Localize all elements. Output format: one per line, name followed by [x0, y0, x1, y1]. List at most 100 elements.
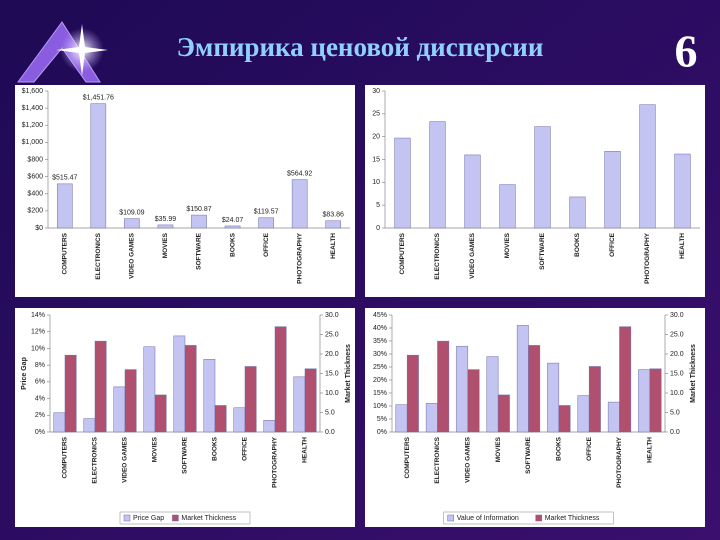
- bar: [113, 386, 126, 433]
- bar: [94, 340, 107, 433]
- value-label: $150.87: [186, 206, 211, 213]
- legend-swatch: [123, 514, 131, 522]
- bar: [534, 126, 551, 229]
- x-tick-label: ELECTRONICS: [434, 436, 441, 483]
- x-tick-label: OFFICE: [263, 232, 270, 256]
- value-label: $109.09: [119, 210, 144, 217]
- y-tick-label: $600: [27, 173, 43, 180]
- x-tick-label: OFFICE: [609, 232, 616, 256]
- y-tick-label: $0: [35, 225, 43, 232]
- bar: [293, 376, 306, 433]
- bar: [607, 401, 620, 433]
- value-label: $564.92: [287, 170, 312, 177]
- x-tick-label: BOOKS: [556, 436, 563, 461]
- x-tick-label: COMPUTERS: [404, 436, 411, 478]
- y-tick-label: 0%: [35, 429, 45, 436]
- x-tick-label: COMPUTERS: [399, 232, 406, 274]
- x-tick-label: HEALTH: [647, 437, 654, 463]
- value-label: $119.57: [254, 209, 279, 216]
- bar: [83, 418, 96, 433]
- bar: [53, 412, 66, 433]
- x-tick-label: SOFTWARE: [525, 436, 532, 473]
- bar: [203, 359, 216, 433]
- y-tick-label: 5%: [377, 416, 387, 423]
- y-tick-label: 25: [372, 111, 380, 118]
- bar: [304, 368, 317, 433]
- value-label: $83.86: [323, 212, 345, 219]
- x-tick-label: MOVIES: [162, 232, 169, 258]
- bar: [497, 394, 510, 433]
- y2-tick-label: 5.0: [325, 409, 335, 416]
- y-tick-label: $1,200: [22, 122, 44, 129]
- bar: [619, 326, 632, 433]
- y2-tick-label: 15.0: [325, 370, 339, 377]
- bar: [486, 356, 499, 433]
- x-tick-label: ELECTRONICS: [92, 436, 99, 483]
- legend-swatch: [447, 514, 454, 522]
- y-tick-label: $1,600: [22, 88, 44, 95]
- bar: [90, 103, 107, 229]
- x-tick-label: OFFICE: [586, 436, 593, 460]
- y-tick-label: 20%: [373, 377, 387, 384]
- x-tick-label: HEALTH: [679, 233, 686, 259]
- y-tick-label: 45%: [373, 312, 387, 319]
- y-tick-label: 4%: [35, 395, 45, 402]
- y-tick-label: $200: [27, 208, 43, 215]
- y-tick-label: 14%: [31, 312, 45, 319]
- y-tick-label: 10%: [373, 403, 387, 410]
- x-tick-label: HEALTH: [330, 233, 337, 259]
- y-tick-label: 35%: [373, 338, 387, 345]
- bar: [233, 407, 246, 433]
- y-tick-label: 6%: [35, 379, 45, 386]
- x-tick-label: COMPUTERS: [61, 232, 68, 274]
- bar: [173, 335, 186, 433]
- y-tick-label: 15%: [373, 390, 387, 397]
- bar: [258, 217, 274, 229]
- value-label: $1,451.76: [83, 95, 114, 102]
- y-tick-label: $1,000: [22, 139, 44, 146]
- logo: [17, 21, 108, 83]
- bar: [437, 340, 450, 433]
- y-tick-label: $1,400: [22, 105, 44, 112]
- legend-swatch: [535, 514, 542, 522]
- y2-tick-label: 10.0: [325, 390, 339, 397]
- y2-tick-label: 0.0: [670, 429, 680, 436]
- bar: [425, 403, 438, 433]
- y2-tick-label: 20.0: [670, 351, 684, 358]
- bar: [467, 369, 480, 433]
- y-tick-label: 10%: [31, 345, 45, 352]
- bar: [638, 369, 651, 433]
- bar: [558, 405, 571, 433]
- bar: [56, 183, 73, 229]
- bar: [649, 368, 662, 433]
- x-tick-label: SOFTWARE: [196, 232, 203, 269]
- x-tick-label: SOFTWARE: [539, 232, 546, 269]
- y2-tick-label: 10.0: [670, 390, 684, 397]
- bar: [395, 404, 408, 433]
- y-tick-label: 30%: [373, 351, 387, 358]
- bar: [244, 366, 257, 433]
- x-tick-label: MOVIES: [152, 436, 159, 462]
- x-tick-label: ELECTRONICS: [95, 232, 102, 279]
- legend-label: Value of Information: [457, 515, 519, 522]
- y-tick-label: 30: [372, 88, 380, 95]
- bar: [499, 184, 516, 229]
- bar: [516, 325, 529, 433]
- bar: [604, 151, 621, 229]
- bar: [547, 362, 560, 433]
- y2-tick-label: 25.0: [325, 331, 339, 338]
- x-tick-label: VIDEO GAMES: [129, 232, 136, 279]
- x-tick-label: MOVIES: [495, 436, 502, 462]
- bar: [124, 218, 140, 229]
- y-tick-label: 15: [372, 156, 380, 163]
- x-tick-label: VIDEO GAMES: [465, 436, 472, 483]
- y2-tick-label: 30.0: [670, 312, 684, 319]
- y2-tick-label: 30.0: [325, 312, 339, 319]
- y-tick-label: 40%: [373, 325, 387, 332]
- y-tick-label: 10: [372, 179, 380, 186]
- bar: [291, 179, 308, 229]
- bar: [464, 154, 481, 229]
- value-label: $35.99: [155, 216, 177, 223]
- x-tick-label: HEALTH: [302, 437, 309, 463]
